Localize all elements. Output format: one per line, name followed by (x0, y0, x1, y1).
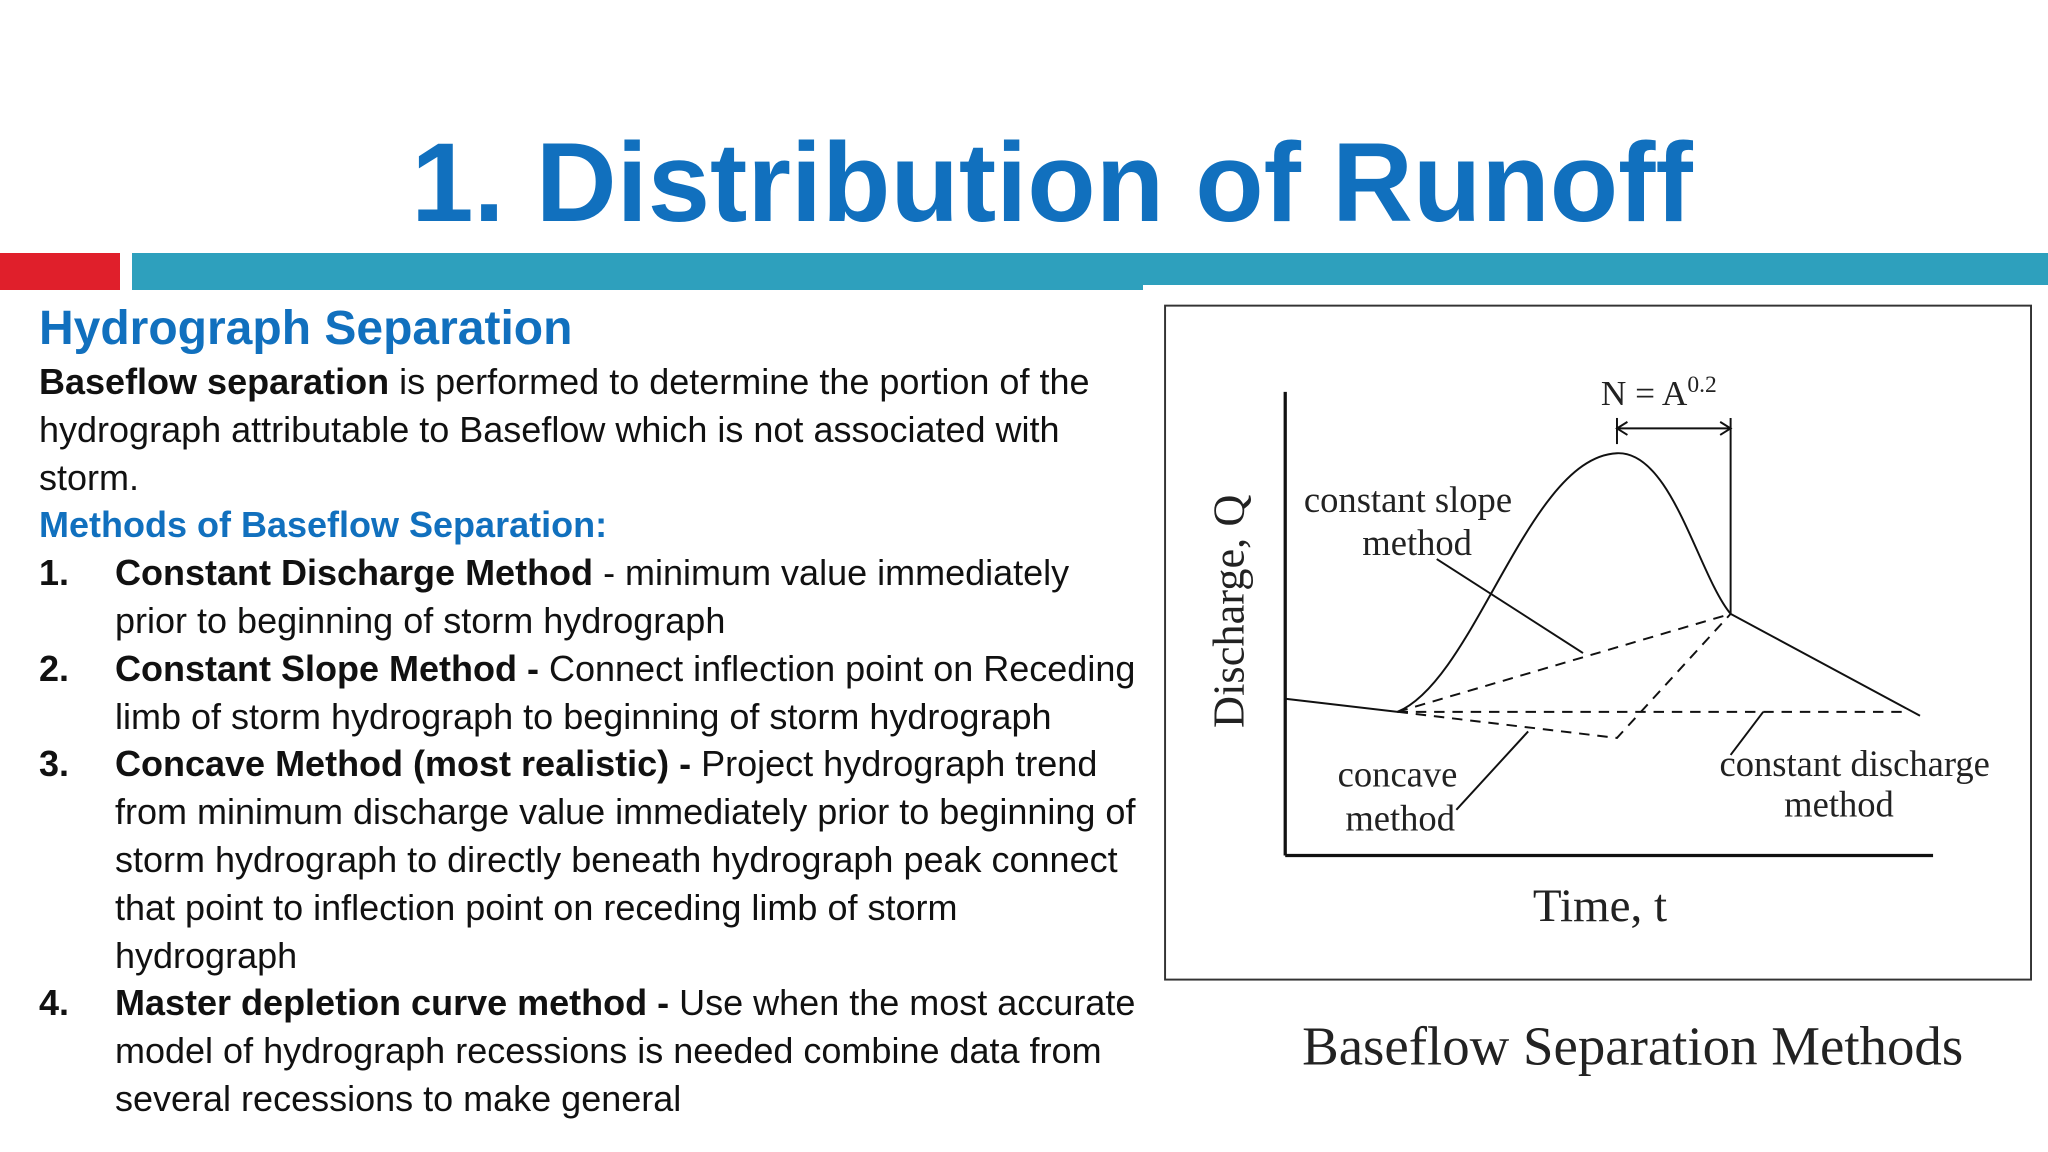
methods-list: 1. Constant Discharge Method - minimum va… (39, 549, 1149, 1123)
hydrograph (1285, 452, 1921, 717)
concave-line (1397, 613, 1732, 739)
accent-bar-teal-strip (132, 285, 1143, 290)
item-number: 2. (39, 647, 70, 689)
item-number: 1. (39, 552, 70, 594)
method-item: 2. Constant Slope Method - Connect inflec… (39, 645, 1149, 741)
accent-bar-red (0, 253, 120, 290)
section-heading: Hydrograph Separation (39, 302, 573, 355)
discharge-label: method (1784, 783, 1894, 824)
methods-heading: Methods of Baseflow Separation: (39, 504, 608, 546)
leader-line (1729, 711, 1765, 756)
item-number: 3. (39, 743, 70, 785)
discharge-label: constant discharge (1719, 743, 1989, 784)
item-bold: Constant Discharge Method (115, 552, 594, 594)
item-bold: Concave Method (most realistic) - (115, 743, 692, 785)
item-text: Connect inflection point on Receding lim… (115, 647, 1136, 737)
slope-label: method (1362, 522, 1472, 563)
figure-frame (1164, 304, 2032, 981)
leader-line (1455, 730, 1529, 811)
slide-title: 1. Distribution of Runoff (411, 120, 1693, 245)
method-item: 4. Master depletion curve method - Use wh… (39, 979, 1149, 1122)
accent-bar-teal (132, 253, 2048, 285)
arrow-heads (1615, 421, 1733, 436)
figure-caption: Baseflow Separation Methods (1302, 1015, 1963, 1076)
n-label-base: N = A (1601, 374, 1688, 413)
intro-text: is performed to determine the portion of… (39, 361, 1090, 498)
constant-slope-line (1397, 612, 1731, 713)
item-text: Project hydrograph trend from minimum di… (115, 743, 1136, 976)
y-axis-label: Discharge, Q (1203, 495, 1253, 728)
method-item: 3. Concave Method (most realistic) - Proj… (39, 740, 1149, 979)
item-bold: Constant Slope Method - (115, 647, 539, 689)
item-number: 4. (39, 982, 70, 1024)
intro: Baseflow separation is performed to dete… (39, 358, 1149, 501)
method-item: 1. Constant Discharge Method - minimum va… (39, 549, 1149, 645)
x-axis-label: Time, t (1533, 880, 1667, 932)
n-label-exponent: 0.2 (1687, 372, 1716, 398)
intro-bold: Baseflow separation (39, 361, 390, 402)
text-column: Hydrograph Separation Baseflow separatio… (39, 300, 1149, 1152)
item-text: - minimum value immediately prior to beg… (115, 552, 1070, 641)
item-bold: Master depletion curve method - (115, 982, 670, 1024)
concave-label: method (1345, 798, 1455, 839)
item-text: Use when the most accurate model of hydr… (115, 982, 1136, 1119)
n-label: N = A0.2 (1601, 372, 1717, 413)
concave-label: concave (1338, 753, 1458, 794)
leader-line (1436, 558, 1584, 654)
slope-label: constant slope (1304, 479, 1512, 520)
